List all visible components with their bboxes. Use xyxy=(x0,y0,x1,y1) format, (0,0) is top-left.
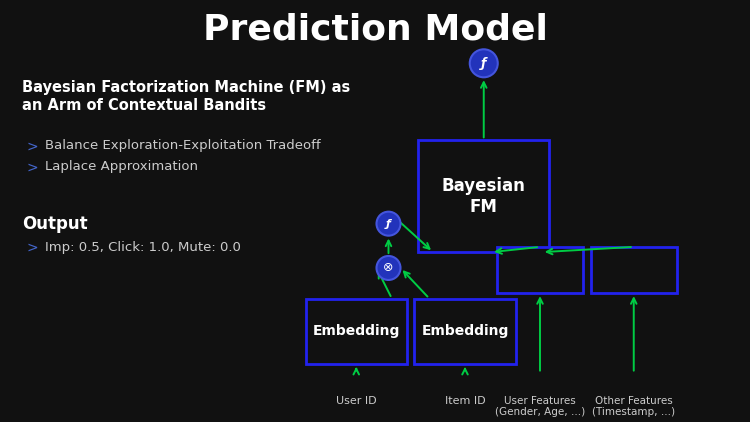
Text: Imp: 0.5, Click: 1.0, Mute: 0.0: Imp: 0.5, Click: 1.0, Mute: 0.0 xyxy=(45,241,241,254)
Text: Laplace Approximation: Laplace Approximation xyxy=(45,160,198,173)
Ellipse shape xyxy=(376,212,400,235)
Text: Other Features
(Timestamp, …): Other Features (Timestamp, …) xyxy=(592,396,675,417)
Text: Embedding: Embedding xyxy=(422,324,509,338)
Text: >: > xyxy=(26,139,38,153)
Text: User ID: User ID xyxy=(336,396,376,406)
Text: ƒ: ƒ xyxy=(481,57,487,70)
Text: Item ID: Item ID xyxy=(445,396,485,406)
Ellipse shape xyxy=(376,256,400,280)
FancyBboxPatch shape xyxy=(414,299,516,364)
FancyBboxPatch shape xyxy=(496,247,584,293)
Text: Bayesian Factorization Machine (FM) as
an Arm of Contextual Bandits: Bayesian Factorization Machine (FM) as a… xyxy=(22,80,351,113)
FancyBboxPatch shape xyxy=(591,247,676,293)
Text: ⊗: ⊗ xyxy=(383,262,394,274)
Text: ƒ: ƒ xyxy=(386,219,391,229)
Text: Prediction Model: Prediction Model xyxy=(202,13,548,46)
Text: >: > xyxy=(26,160,38,174)
Text: Bayesian
FM: Bayesian FM xyxy=(442,177,526,216)
Text: >: > xyxy=(26,241,38,254)
Ellipse shape xyxy=(470,49,498,77)
FancyBboxPatch shape xyxy=(419,140,549,252)
FancyBboxPatch shape xyxy=(306,299,407,364)
Text: Embedding: Embedding xyxy=(313,324,400,338)
Text: User Features
(Gender, Age, …): User Features (Gender, Age, …) xyxy=(495,396,585,417)
Text: Output: Output xyxy=(22,215,88,233)
Text: Balance Exploration-Exploitation Tradeoff: Balance Exploration-Exploitation Tradeof… xyxy=(45,139,321,152)
